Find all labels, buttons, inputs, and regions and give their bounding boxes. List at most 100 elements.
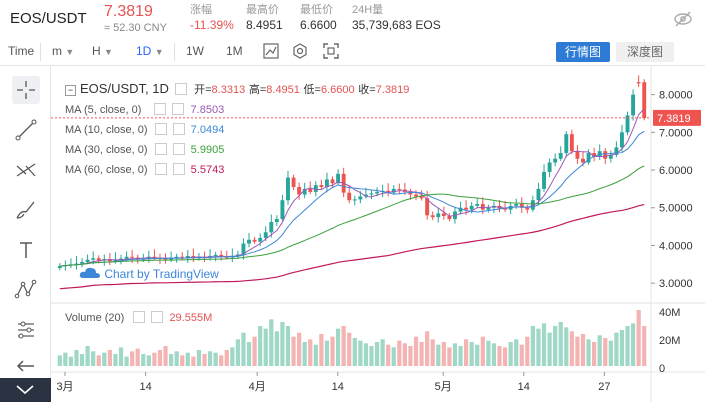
- volume-legend: Volume (20) 29.555M: [65, 311, 212, 325]
- settings-icon[interactable]: [175, 83, 188, 95]
- settings-icon[interactable]: [172, 103, 185, 115]
- collapse-toolbar-button[interactable]: [0, 378, 51, 402]
- trend-line-icon[interactable]: [12, 116, 40, 144]
- volume-tick-label: 0: [659, 363, 665, 375]
- chevron-down-icon: ▼: [104, 47, 113, 57]
- candle-body: [631, 94, 636, 116]
- candle-body: [564, 134, 569, 154]
- candle-body: [519, 203, 524, 208]
- divider: [40, 43, 41, 61]
- pattern-icon[interactable]: [12, 276, 40, 304]
- settings-icon[interactable]: [172, 123, 185, 135]
- ma60-legend: MA (60, close, 0) 5.5743: [65, 163, 224, 177]
- crosshair-icon[interactable]: [12, 76, 40, 104]
- candle-body: [247, 239, 251, 244]
- month-button[interactable]: 1M: [226, 44, 243, 58]
- candlestick-chart[interactable]: 8.0000 7.0000 6.0000 5.0000 4.0000 3.0000 7.38…: [51, 66, 705, 402]
- arrow-left-icon[interactable]: [12, 352, 40, 380]
- candle-body: [408, 191, 413, 195]
- time-tick-label: 5月: [435, 381, 452, 393]
- volume-tick-label: 20M: [659, 335, 680, 347]
- tradingview-watermark[interactable]: Chart by TradingView: [79, 266, 219, 281]
- volume-bar: [102, 352, 107, 366]
- chart-type-icon[interactable]: [262, 42, 280, 60]
- ticker-header: EOS/USDT 7.3819 ≈ 52.30 CNY 涨幅 -11.39% 最…: [0, 0, 705, 38]
- last-price-tag-label: 7.3819: [657, 113, 691, 125]
- settings-icon[interactable]: [151, 311, 164, 323]
- ticker-symbol[interactable]: EOS/USDT: [10, 10, 87, 27]
- candle-body: [581, 158, 585, 163]
- volume-bar: [619, 330, 625, 366]
- hide-eye-icon[interactable]: [672, 8, 694, 30]
- volume-bar: [141, 354, 146, 366]
- eye-icon[interactable]: [154, 103, 167, 115]
- candle-body: [347, 192, 352, 201]
- volume-bar: [113, 354, 118, 366]
- day-dropdown[interactable]: 1D ▼: [136, 44, 164, 58]
- candle-body: [558, 153, 563, 159]
- volume-bar: [85, 346, 90, 366]
- candle-body: [447, 216, 452, 220]
- drawing-toolbar: [0, 66, 51, 402]
- candle-body: [569, 134, 574, 152]
- fib-icon[interactable]: [12, 156, 40, 184]
- candle-body: [614, 147, 619, 155]
- high-label: 高=: [248, 84, 267, 96]
- volume-bar: [402, 343, 407, 366]
- time-button[interactable]: Time: [8, 44, 35, 58]
- prediction-icon[interactable]: [12, 316, 40, 344]
- chart-area[interactable]: 8.0000 7.0000 6.0000 5.0000 4.0000 3.0000 7.38…: [51, 66, 705, 402]
- volume-bar: [642, 326, 647, 366]
- eye-icon[interactable]: [154, 143, 167, 155]
- volume-bar: [252, 336, 257, 366]
- volume-bar: [68, 356, 74, 366]
- volume-bar: [280, 322, 285, 366]
- volume-bar: [285, 326, 291, 366]
- eye-icon[interactable]: [133, 311, 146, 323]
- volume-bar: [413, 336, 419, 366]
- settings-icon[interactable]: [172, 163, 185, 175]
- candle-body: [441, 213, 446, 217]
- settings-icon[interactable]: [291, 42, 309, 60]
- candle-body: [525, 207, 530, 210]
- candle-body: [57, 266, 62, 269]
- volume-value: 29.555M: [169, 312, 213, 324]
- fullscreen-icon[interactable]: [322, 42, 340, 60]
- volume-bar: [96, 355, 101, 366]
- eye-icon[interactable]: [154, 163, 167, 175]
- text-icon[interactable]: [12, 236, 40, 264]
- eye-icon[interactable]: [154, 123, 167, 135]
- price-chart-tab[interactable]: 行情图: [556, 42, 610, 62]
- volume-bar: [263, 328, 268, 366]
- hour-dropdown[interactable]: H ▼: [92, 44, 113, 58]
- candle-body: [74, 263, 79, 265]
- ma10-legend: MA (10, close, 0) 7.0494: [65, 123, 224, 137]
- volume-bar: [157, 350, 163, 366]
- settings-icon[interactable]: [172, 143, 185, 155]
- volume-bar: [152, 352, 157, 366]
- candle-body: [458, 207, 463, 212]
- volume-bar: [291, 336, 296, 366]
- last-price: 7.3819: [104, 3, 153, 20]
- volume-bar: [363, 343, 369, 366]
- minute-dropdown[interactable]: m ▼: [52, 44, 74, 58]
- stat-low: 最低价 6.6600: [300, 4, 337, 34]
- watermark-text: Chart by TradingView: [104, 267, 219, 281]
- week-button[interactable]: 1W: [186, 44, 204, 58]
- candle-body: [213, 254, 218, 256]
- candle-body: [258, 237, 263, 242]
- close-value: 7.3819: [375, 84, 410, 96]
- candle-body: [152, 256, 157, 258]
- brush-icon[interactable]: [12, 196, 40, 224]
- volume-bar: [575, 336, 580, 366]
- depth-chart-tab[interactable]: 深度图: [616, 42, 674, 62]
- volume-bar: [514, 339, 519, 366]
- volume-bar: [180, 355, 185, 366]
- volume-bar: [425, 331, 430, 366]
- chevron-down-icon: ▼: [154, 47, 164, 57]
- price-tick-label: 6.0000: [659, 165, 693, 177]
- volume-bar: [447, 347, 452, 366]
- collapse-icon[interactable]: −: [65, 85, 76, 96]
- day-label: 1D: [136, 44, 152, 58]
- volume-bar: [347, 332, 352, 366]
